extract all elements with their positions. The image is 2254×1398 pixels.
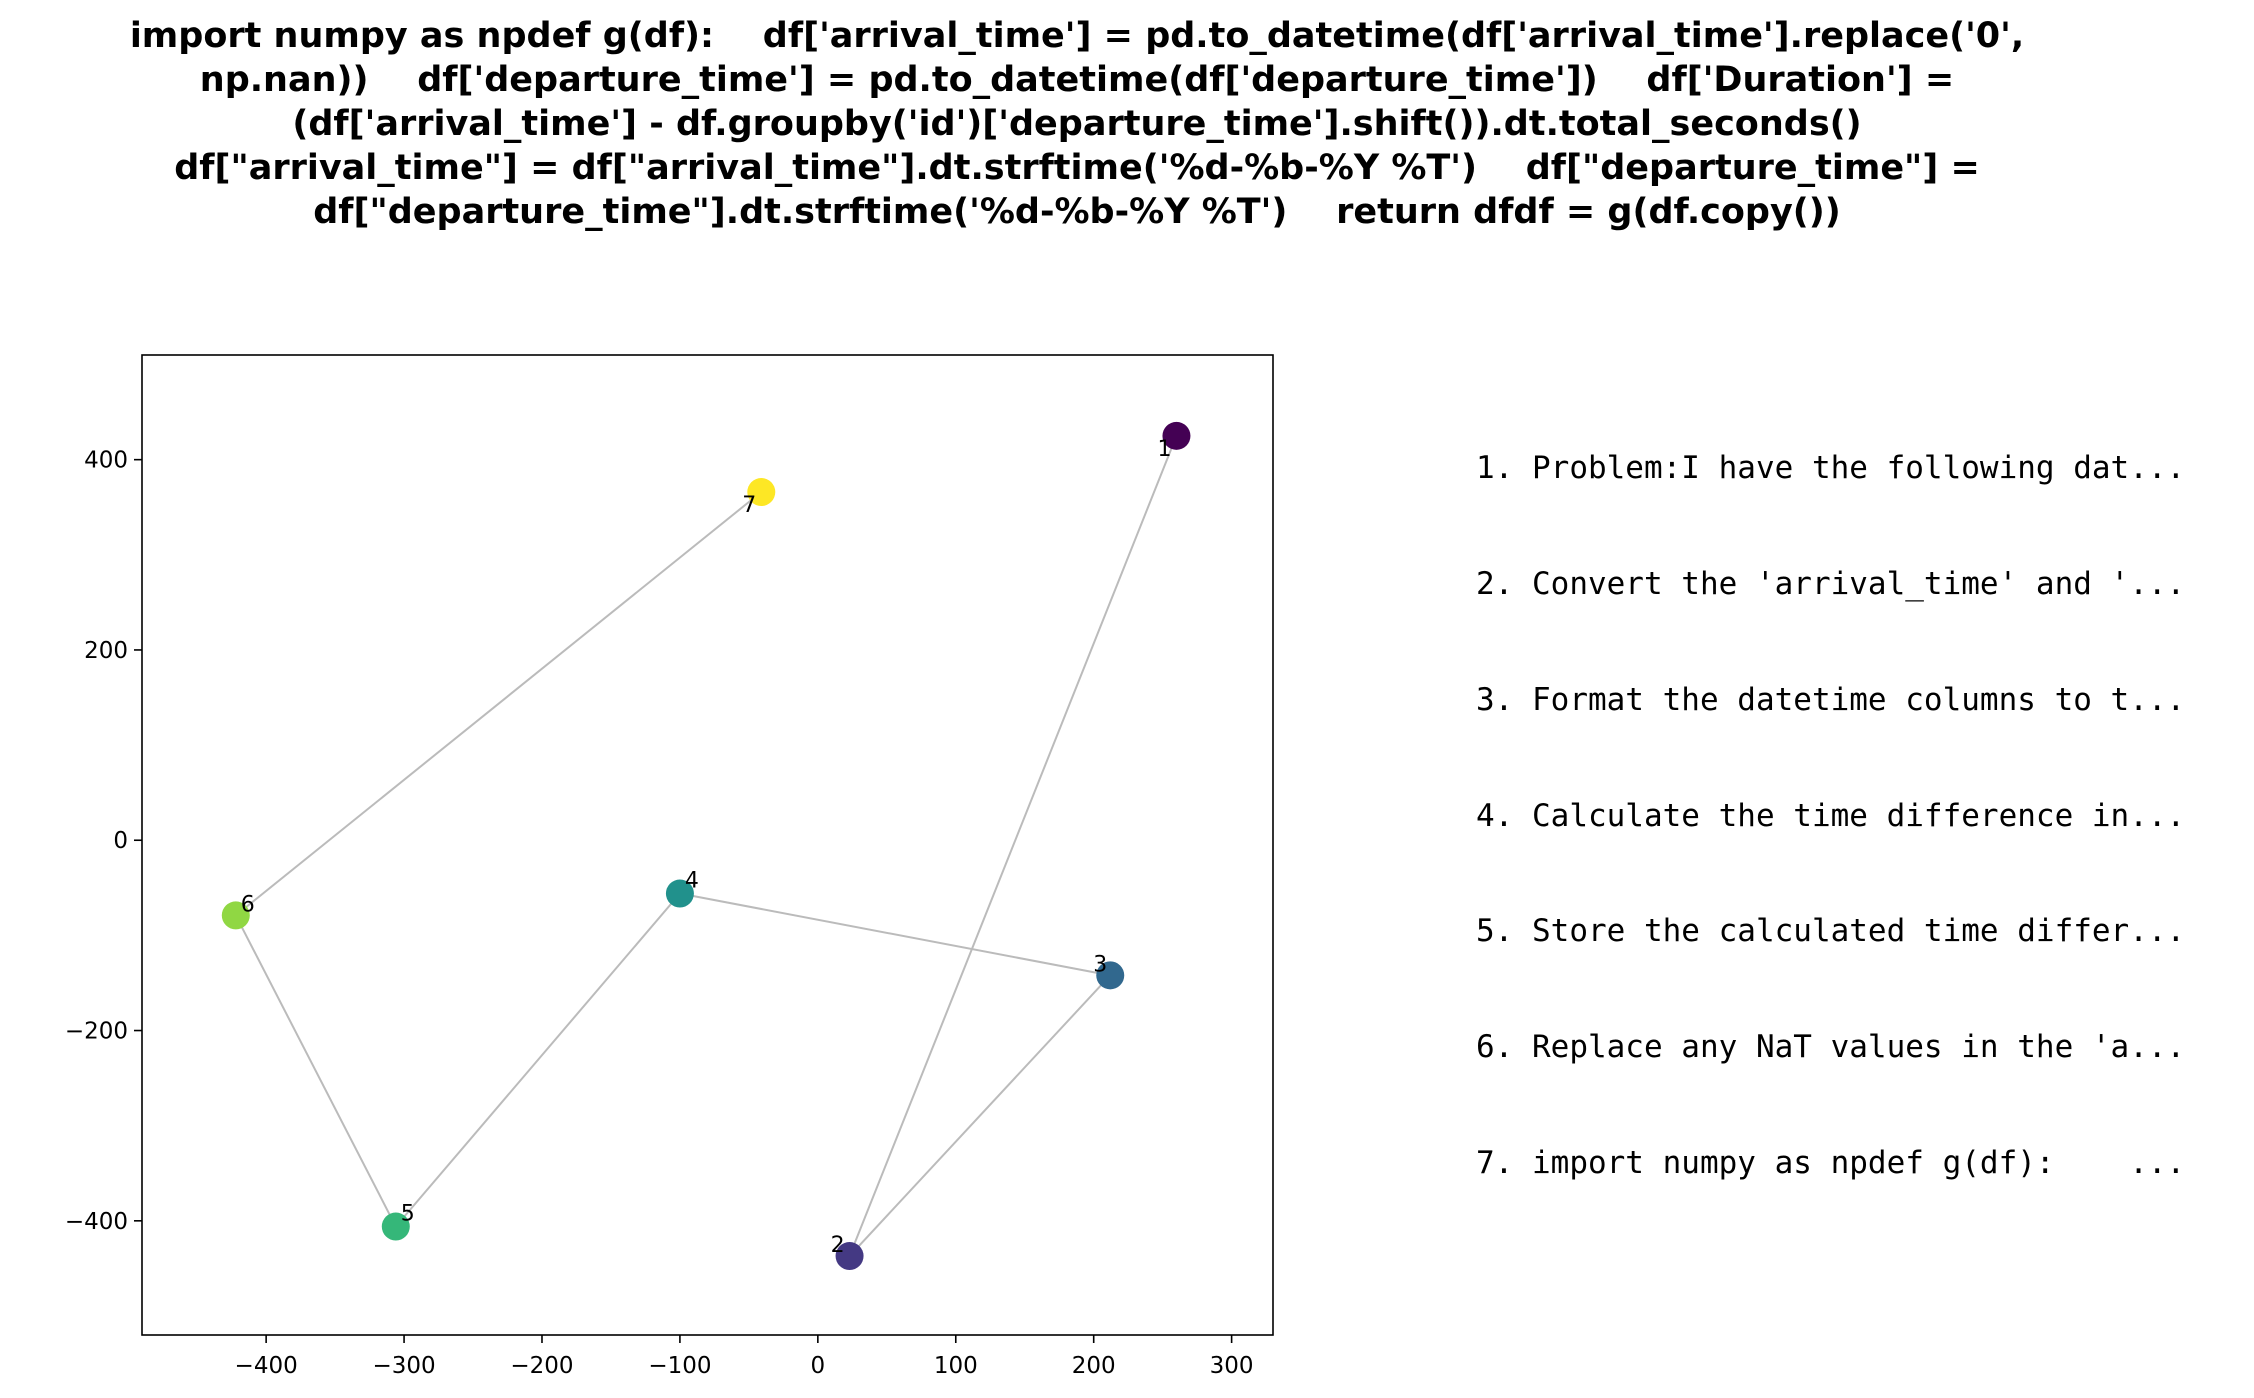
- y-axis: −400 −200 0 200 400: [65, 448, 142, 1235]
- title-line: (df['arrival_time'] - df.groupby('id')['…: [292, 104, 1862, 144]
- point-label: 1: [1157, 437, 1171, 462]
- x-tick-label: 200: [1072, 1353, 1116, 1379]
- path-line: [679, 892, 1111, 977]
- steps-list: 1. Problem:I have the following dat... 2…: [1476, 372, 2185, 1221]
- x-axis: −400 −300 −200 −100 0 100 200 300: [235, 1335, 1254, 1379]
- y-tick-label: 0: [113, 828, 128, 854]
- point-label: 6: [241, 892, 255, 917]
- data-point: [221, 901, 250, 930]
- title-line: df["arrival_time"] = df["arrival_time"].…: [174, 148, 1980, 188]
- x-tick-label: −200: [510, 1353, 573, 1379]
- path-line: [848, 974, 1111, 1257]
- point-label: 7: [742, 493, 756, 518]
- axes-frame: [141, 354, 1274, 1336]
- point-labels: 1 2 3 4 5 6 7: [241, 437, 1172, 1258]
- step-item: 7. import numpy as npdef g(df): ...: [1476, 1144, 2186, 1181]
- data-point: [381, 1212, 410, 1241]
- y-tick-label: −400: [65, 1209, 128, 1235]
- data-point: [835, 1242, 864, 1271]
- title-line: df["departure_time"].dt.strftime('%d-%b-…: [313, 192, 1841, 232]
- y-tick-label: −200: [65, 1019, 128, 1045]
- title-line: import numpy as npdef g(df): df['arrival…: [129, 16, 2025, 56]
- title-line: np.nan)) df['departure_time'] = pd.to_da…: [199, 60, 1955, 100]
- step-item: 1. Problem:I have the following dat...: [1476, 450, 2186, 487]
- point-label: 3: [1093, 952, 1107, 977]
- step-item: 2. Convert the 'arrival_time' and '...: [1476, 565, 2186, 602]
- x-tick-label: −100: [648, 1353, 711, 1379]
- y-tick-label: 200: [84, 638, 128, 664]
- step-item: 4. Calculate the time difference in...: [1476, 797, 2186, 834]
- step-item: 6. Replace any NaT values in the 'a...: [1476, 1029, 2186, 1066]
- data-point: [1162, 421, 1191, 450]
- data-point: [1096, 961, 1125, 990]
- point-label: 2: [831, 1233, 845, 1258]
- x-tick-label: −300: [372, 1353, 435, 1379]
- x-tick-label: −400: [235, 1353, 298, 1379]
- step-item: 3. Format the datetime columns to t...: [1476, 681, 2186, 718]
- path-line: [395, 892, 681, 1228]
- data-point: [665, 879, 694, 908]
- point-label: 5: [401, 1202, 415, 1227]
- y-tick-label: 400: [84, 448, 128, 474]
- path-lines: [234, 435, 1178, 1257]
- data-points: [221, 421, 1191, 1271]
- x-tick-label: 0: [811, 1353, 826, 1379]
- path-line: [235, 491, 762, 917]
- data-point: [747, 478, 776, 507]
- x-tick-label: 300: [1210, 1353, 1254, 1379]
- path-line: [234, 914, 397, 1227]
- point-label: 4: [685, 869, 699, 894]
- x-tick-label: 100: [934, 1353, 978, 1379]
- step-item: 5. Store the calculated time differ...: [1476, 913, 2186, 950]
- chart-title: import numpy as npdef g(df): df['arrival…: [0, 14, 2154, 234]
- path-line: [848, 435, 1178, 1257]
